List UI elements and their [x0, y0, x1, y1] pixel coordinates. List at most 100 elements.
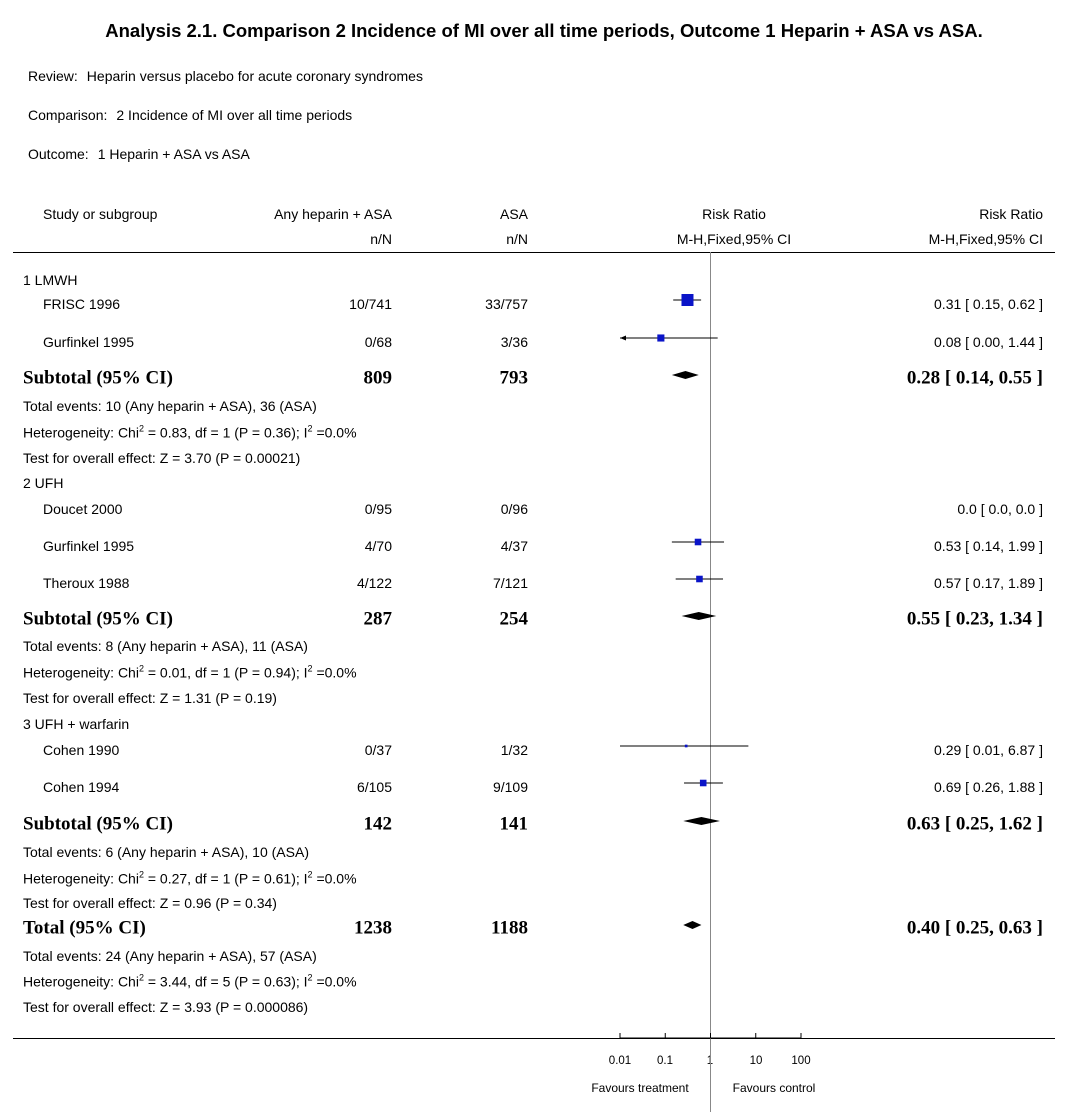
study-ci: 0.69 [ 0.26, 1.88 ]: [934, 779, 1043, 795]
header-group1-sub: n/N: [370, 231, 392, 247]
overall-effect-text: Test for overall effect: Z = 1.31 (P = 0…: [23, 690, 277, 706]
header-group2: ASA: [499, 206, 528, 222]
het-part: Heterogeneity: Chi: [23, 973, 139, 990]
subtotal-label: Subtotal (95% CI): [23, 813, 173, 835]
axis-tick-label: 10: [749, 1055, 763, 1067]
overall-effect-text: Test for overall effect: Z = 0.96 (P = 0…: [23, 895, 277, 911]
subtotal-ci: 0.28 [ 0.14, 0.55 ]: [906, 367, 1043, 389]
header-rr-text-sub: M-H,Fixed,95% CI: [928, 231, 1043, 247]
study-name: Cohen 1990: [43, 742, 120, 758]
header-rr-plot-sub: M-H,Fixed,95% CI: [676, 231, 792, 247]
header-study: Study or subgroup: [43, 206, 158, 222]
ci-arrow: [620, 335, 626, 341]
analysis-title: Analysis 2.1. Comparison 2 Incidence of …: [105, 20, 983, 41]
comparison-key: Comparison:: [28, 107, 108, 123]
pooled-diamond: [671, 371, 699, 379]
study-ci: 0.29 [ 0.01, 6.87 ]: [934, 742, 1043, 758]
subtotal-group1: 142: [363, 813, 393, 835]
study-group2-events: 0/96: [500, 501, 528, 517]
superscript: 2: [138, 423, 144, 434]
study-point: [699, 779, 707, 787]
pooled-diamond: [683, 921, 702, 929]
study-name: Doucet 2000: [43, 501, 123, 517]
het-part: =0.0%: [312, 973, 357, 990]
study-group2-events: 4/37: [500, 538, 528, 554]
heterogeneity-text: Heterogeneity: Chi2 = 0.01, df = 1 (P = …: [23, 663, 357, 681]
subtotal-group2: 141: [499, 813, 529, 835]
study-ci: 0.53 [ 0.14, 1.99 ]: [934, 538, 1043, 554]
comparison-value: 2 Incidence of MI over all time periods: [116, 107, 353, 123]
study-point: [657, 334, 665, 342]
header-group1: Any heparin + ASA: [274, 206, 392, 222]
het-part: =0.0%: [312, 664, 357, 681]
outcome-line: Outcome: 1 Heparin + ASA vs ASA: [28, 146, 250, 162]
review-value: Heparin versus placebo for acute coronar…: [86, 68, 423, 84]
subgroup-label: 3 UFH + warfarin: [23, 716, 130, 732]
study-group2-events: 7/121: [492, 575, 528, 591]
subtotal-group2: 254: [499, 608, 529, 630]
het-part: = 0.01, df = 1 (P = 0.94); I: [143, 664, 308, 681]
superscript: 2: [138, 663, 144, 674]
het-part: =0.0%: [312, 424, 357, 441]
footer-rule: [13, 1038, 1055, 1039]
study-group1-events: 0/68: [364, 334, 392, 350]
overall-effect-text: Test for overall effect: Z = 3.93 (P = 0…: [23, 999, 309, 1015]
study-point: [694, 538, 702, 546]
het-part: Heterogeneity: Chi: [23, 424, 139, 441]
header-group2-sub: n/N: [506, 231, 528, 247]
review-key: Review:: [28, 68, 78, 84]
outcome-key: Outcome:: [28, 146, 89, 162]
heterogeneity-text: Heterogeneity: Chi2 = 0.83, df = 1 (P = …: [23, 423, 357, 441]
pooled-diamond: [681, 612, 717, 620]
axis-tick-label: 0.01: [608, 1055, 632, 1067]
subtotal-ci: 0.63 [ 0.25, 1.62 ]: [906, 813, 1043, 835]
outcome-value: 1 Heparin + ASA vs ASA: [97, 146, 250, 162]
subtotal-group1: 287: [363, 608, 393, 630]
subgroup-label: 1 LMWH: [23, 272, 78, 288]
heterogeneity-text: Heterogeneity: Chi2 = 3.44, df = 5 (P = …: [23, 972, 357, 990]
subtotal-label: Subtotal (95% CI): [23, 367, 173, 389]
study-point: [696, 575, 703, 583]
header-rule: [13, 252, 1055, 253]
study-name: Cohen 1994: [43, 779, 120, 795]
total-ci: 0.40 [ 0.25, 0.63 ]: [906, 917, 1043, 939]
het-part: = 0.27, df = 1 (P = 0.61); I: [143, 870, 308, 887]
study-group2-events: 33/757: [485, 296, 528, 312]
header-rr-text: Risk Ratio: [979, 206, 1043, 222]
study-name: Gurfinkel 1995: [43, 538, 135, 554]
superscript: 2: [138, 972, 144, 983]
axis-tick-label: 0.1: [657, 1055, 673, 1067]
favours-treatment-label: Favours treatment: [591, 1081, 689, 1095]
study-name: FRISC 1996: [43, 296, 121, 312]
study-group2-events: 9/109: [492, 779, 528, 795]
total-events-text: Total events: 10 (Any heparin + ASA), 36…: [23, 398, 317, 414]
heterogeneity-text: Heterogeneity: Chi2 = 0.27, df = 1 (P = …: [23, 869, 357, 887]
het-part: Heterogeneity: Chi: [23, 870, 139, 887]
total-group1: 1238: [354, 917, 392, 939]
superscript: 2: [307, 663, 313, 674]
study-point: [684, 744, 688, 748]
subtotal-group1: 809: [363, 367, 393, 389]
overall-effect-text: Test for overall effect: Z = 3.70 (P = 0…: [23, 450, 301, 466]
het-part: = 3.44, df = 5 (P = 0.63); I: [143, 973, 308, 990]
het-part: = 0.83, df = 1 (P = 0.36); I: [143, 424, 308, 441]
superscript: 2: [307, 423, 313, 434]
pooled-diamond: [683, 817, 720, 825]
total-events-text: Total events: 6 (Any heparin + ASA), 10 …: [23, 844, 309, 860]
het-part: =0.0%: [312, 870, 357, 887]
study-ci: 0.57 [ 0.17, 1.89 ]: [934, 575, 1043, 591]
study-name: Theroux 1988: [43, 575, 130, 591]
study-group1-events: 10/741: [349, 296, 392, 312]
study-group1-events: 0/95: [364, 501, 392, 517]
axis-tick-label: 100: [791, 1055, 811, 1067]
het-part: Heterogeneity: Chi: [23, 664, 139, 681]
superscript: 2: [138, 869, 144, 880]
total-events-text: Total events: 24 (Any heparin + ASA), 57…: [23, 948, 317, 964]
study-ci: 0.31 [ 0.15, 0.62 ]: [934, 296, 1043, 312]
favours-control-label: Favours control: [732, 1081, 816, 1095]
study-group1-events: 4/70: [364, 538, 392, 554]
study-group1-events: 0/37: [364, 742, 392, 758]
study-group2-events: 1/32: [500, 742, 528, 758]
header-rr-plot: Risk Ratio: [702, 206, 766, 222]
